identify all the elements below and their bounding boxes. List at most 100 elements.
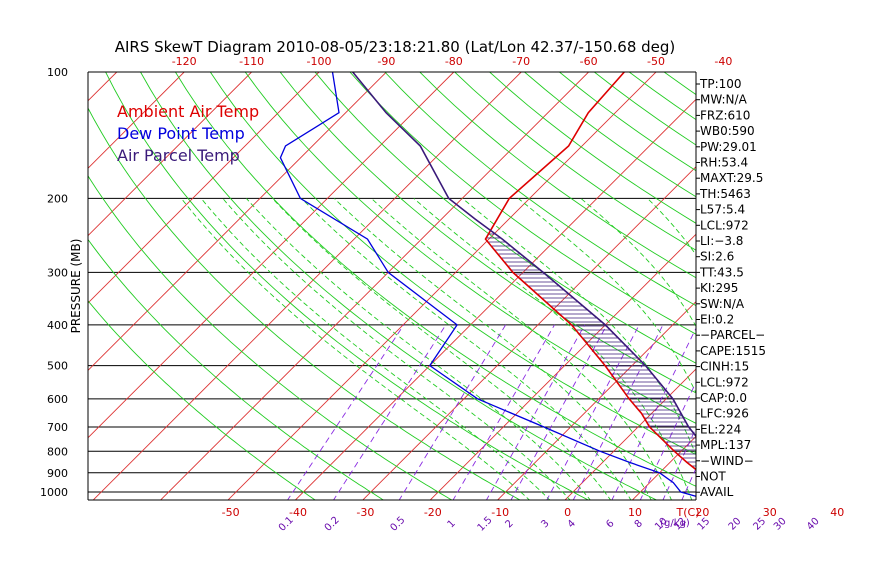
index-value: NOT [700, 470, 726, 484]
index-value: AVAIL [700, 485, 734, 499]
mixing-ratio-tick-label: 0.2 [323, 515, 342, 534]
mixing-ratio-tick-label: 3 [539, 518, 551, 530]
isotherm-line [227, 72, 656, 501]
mixing-ratio-tick-label: 8 [633, 518, 645, 530]
mixing-ratio-tick-label: 40 [805, 516, 822, 533]
mixing-ratio-tick-label: 0.5 [388, 515, 407, 534]
moist-adiabat-line [769, 198, 813, 501]
index-value: SI:2.6 [700, 250, 734, 264]
bottom-temp-tick-label: -30 [356, 506, 374, 519]
bottom-temp-tick-label: 30 [763, 506, 777, 519]
top-temp-tick-label: -70 [512, 55, 530, 68]
index-value: KI:295 [700, 281, 738, 295]
index-value: CINH:15 [700, 360, 749, 374]
mixing-ratio-line [453, 325, 555, 501]
legend-entry: Dew Point Temp [117, 124, 245, 143]
bottom-temp-tick-label: 0 [564, 506, 571, 519]
bottom-temp-tick-label: -10 [491, 506, 509, 519]
moist-adiabat-line [181, 198, 530, 501]
mixing-ratio-line [761, 325, 831, 501]
mixing-ratio-line [287, 325, 404, 501]
pressure-tick-label: 800 [47, 445, 68, 458]
dry-adiabat-line [664, 72, 870, 501]
top-temp-tick-label: -120 [172, 55, 197, 68]
index-value: L57:5.4 [700, 203, 745, 217]
dry-adiabat-line [245, 72, 863, 501]
isotherm-line [0, 72, 117, 501]
index-value: LCL:972 [700, 375, 749, 389]
index-value: LI:−3.8 [700, 234, 743, 248]
top-temp-tick-label: -110 [239, 55, 264, 68]
bottom-temp-tick-label: 40 [830, 506, 844, 519]
pressure-tick-label: 700 [47, 421, 68, 434]
bottom-temp-tick-label: -20 [424, 506, 442, 519]
dewpoint-series-line [280, 72, 707, 500]
top-temp-tick-label: -60 [580, 55, 598, 68]
legend: Ambient Air Temp Dew Point Temp Air Parcel… [117, 102, 259, 165]
mixing-ratio-tick-label: 2 [503, 518, 515, 530]
legend-entry: Air Parcel Temp [117, 146, 240, 165]
index-value: TH:5463 [699, 187, 751, 201]
top-temp-tick-label: -90 [377, 55, 395, 68]
top-temp-tick-label: -50 [647, 55, 665, 68]
index-value: CAP:0.0 [700, 391, 747, 405]
mixing-ratio-tick-label: 4 [566, 518, 578, 530]
index-value: −WIND− [700, 454, 754, 468]
pressure-tick-label: 900 [47, 467, 68, 480]
pressure-tick-label: 400 [47, 319, 68, 332]
index-value: MW:N/A [700, 93, 748, 107]
top-temp-tick-label: -80 [445, 55, 463, 68]
moist-adiabat-line [273, 198, 612, 501]
pressure-tick-label: 100 [47, 66, 68, 79]
bottom-temp-tick-label: -40 [289, 506, 307, 519]
mixing-ratio-line [486, 325, 585, 501]
isotherm-line [766, 72, 870, 501]
index-value: SW:N/A [700, 297, 745, 311]
dry-adiabat-line [385, 72, 870, 501]
pressure-tick-label: 300 [47, 266, 68, 279]
index-value: LFC:926 [700, 407, 749, 421]
series-layer [280, 72, 734, 500]
index-value: CAPE:1515 [700, 344, 766, 358]
temp-unit-label: T(C) [676, 506, 700, 519]
pressure-tick-label: 1000 [40, 486, 68, 499]
moist-adiabat-line [818, 198, 834, 501]
index-value: WB0:590 [700, 124, 755, 138]
pressure-tick-label: 200 [47, 192, 68, 205]
index-value: PW:29.01 [700, 140, 757, 154]
mixing-ratio-line [399, 325, 506, 501]
index-value: FRZ:610 [700, 108, 750, 122]
mixing-ratio-tick-label: 20 [727, 516, 744, 533]
legend-entry: Ambient Air Temp [117, 102, 259, 121]
mixing-ratio-tick-label: 1 [446, 518, 458, 530]
index-value: MPL:137 [700, 438, 751, 452]
chart-title: AIRS SkewT Diagram 2010-08-05/23:18:21.8… [115, 38, 676, 56]
moist-adiabat-line [302, 198, 632, 501]
moist-adiabat-line [201, 198, 550, 501]
top-temp-tick-label: -40 [714, 55, 732, 68]
isotherm-line [0, 72, 49, 501]
mixing-ratio-line [815, 325, 870, 501]
bottom-temp-tick-label: 10 [628, 506, 642, 519]
mixing-ratio-line [611, 325, 697, 501]
index-value: EI:0.2 [700, 313, 734, 327]
top-temp-tick-label: -100 [307, 55, 332, 68]
dry-adiabat-line [490, 72, 870, 501]
isotherm-line [834, 72, 870, 501]
index-value: RH:53.4 [700, 156, 748, 170]
bottom-temp-tick-label: -50 [222, 506, 240, 519]
dry-adiabat-line [315, 72, 870, 501]
index-value: −PARCEL− [700, 328, 765, 342]
y-axis-label: PRESSURE (MB) [69, 239, 83, 334]
index-value: MAXT:29.5 [700, 171, 763, 185]
index-value: TT:43.5 [699, 265, 744, 279]
mixing-ratio-tick-label: 6 [604, 518, 616, 530]
mixing-ratio-line [782, 325, 850, 501]
stability-indices-panel: TP:100MW:N/AFRZ:610WB0:590PW:29.01RH:53.… [696, 77, 766, 499]
mixing-ratio-line [573, 325, 663, 501]
index-value: LCL:972 [700, 218, 749, 232]
dry-adiabat-line [350, 72, 870, 501]
mixing-ratio-unit-label: (g/kg) [660, 518, 690, 529]
